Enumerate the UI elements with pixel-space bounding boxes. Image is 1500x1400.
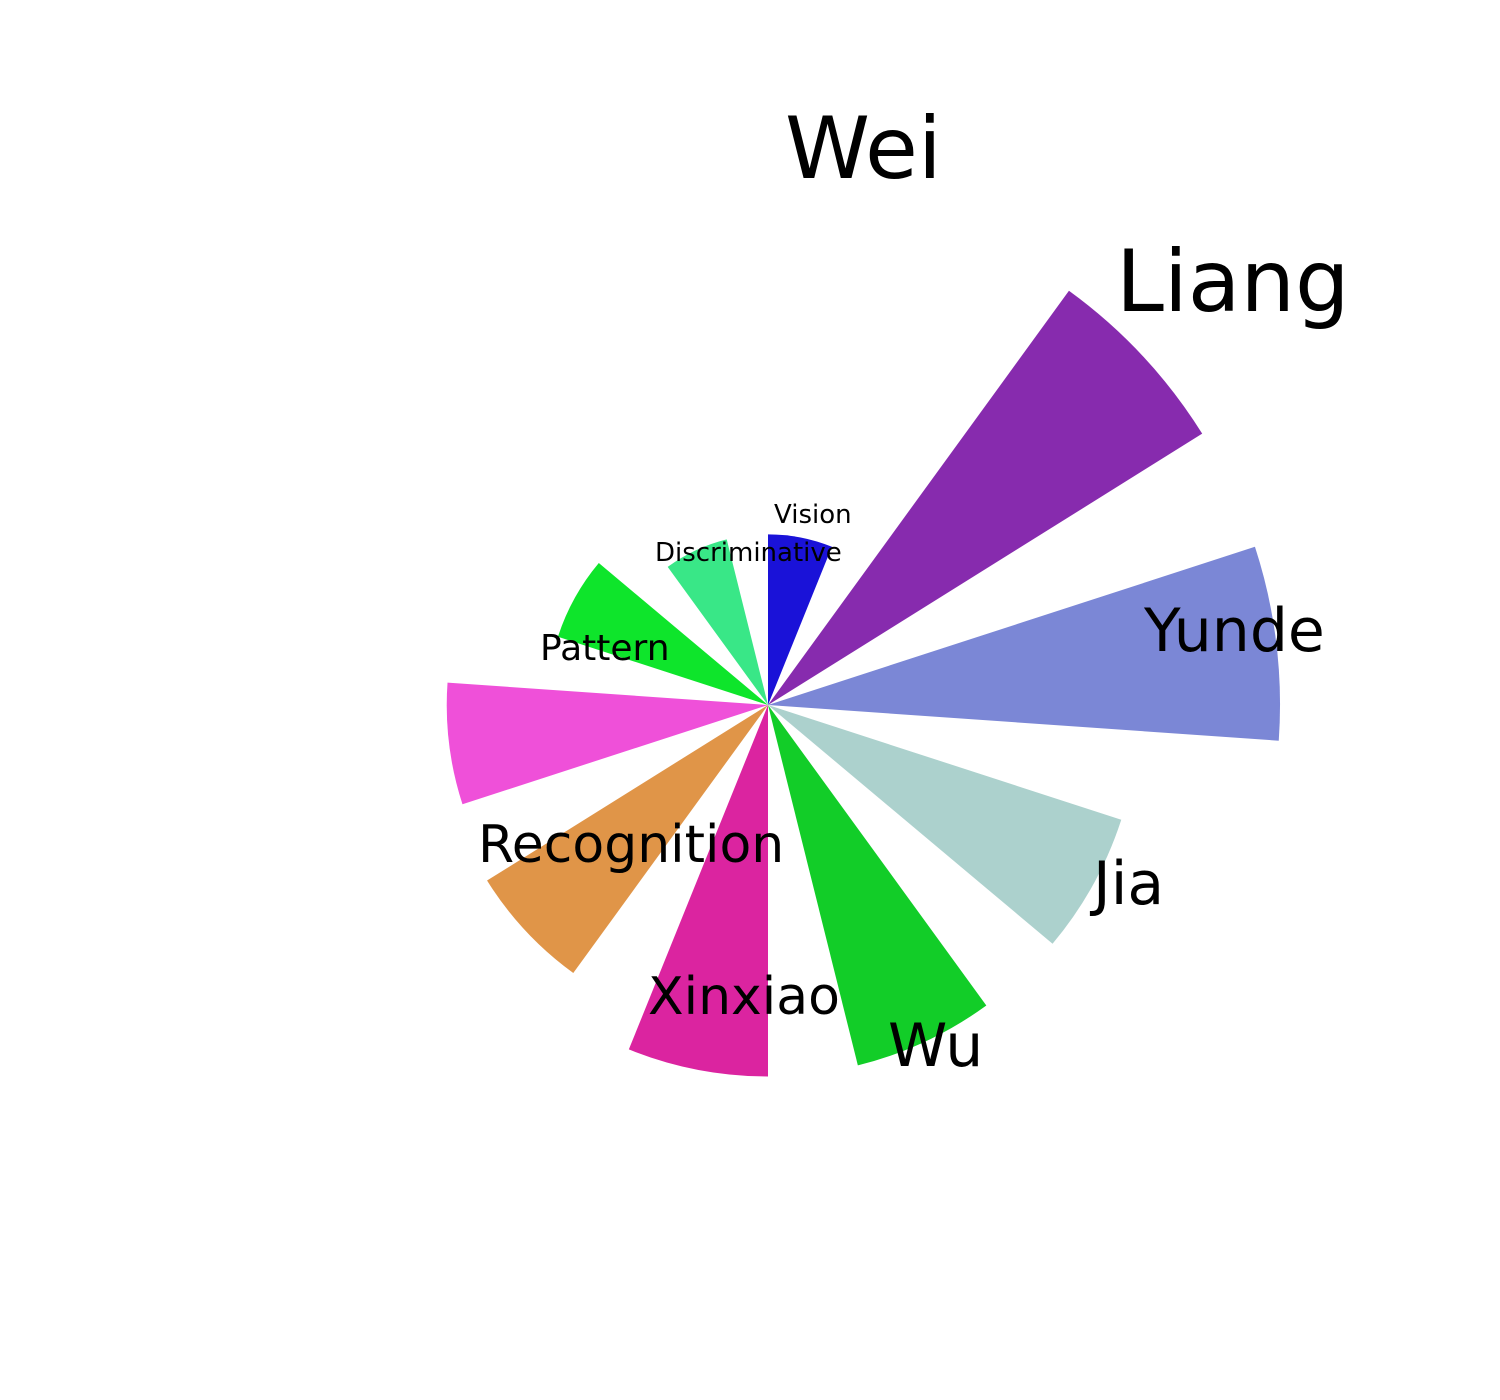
- wedge-layer: [446, 290, 1280, 1077]
- wedge-wu: [628, 705, 768, 1077]
- label-yunde: Yunde: [1143, 596, 1325, 666]
- wedge-xinxiao: [487, 705, 768, 974]
- wedge-yunde: [768, 705, 1122, 944]
- label-wei: Wei: [785, 99, 942, 199]
- wedge-jia: [768, 705, 987, 1066]
- wedge-liang: [768, 546, 1280, 741]
- label-layer: Vision Wei Liang Yunde Jia Wu Xinxiao Recogniti…: [478, 99, 1350, 1081]
- wedge-wei: [768, 290, 1203, 705]
- label-xinxiao: Xinxiao: [648, 967, 840, 1027]
- label-recognition: Recognition: [478, 815, 784, 875]
- wedge-recognition: [446, 682, 768, 805]
- label-discriminative: Discriminative: [655, 538, 842, 568]
- label-jia: Jia: [1089, 849, 1164, 919]
- label-wu: Wu: [888, 1011, 983, 1081]
- label-liang: Liang: [1116, 232, 1350, 332]
- wedge-pattern: [557, 563, 768, 705]
- label-pattern: Pattern: [540, 628, 670, 669]
- wedge-vision: [768, 534, 832, 705]
- label-vision: Vision: [774, 500, 852, 530]
- wedge-discriminative: [667, 539, 768, 705]
